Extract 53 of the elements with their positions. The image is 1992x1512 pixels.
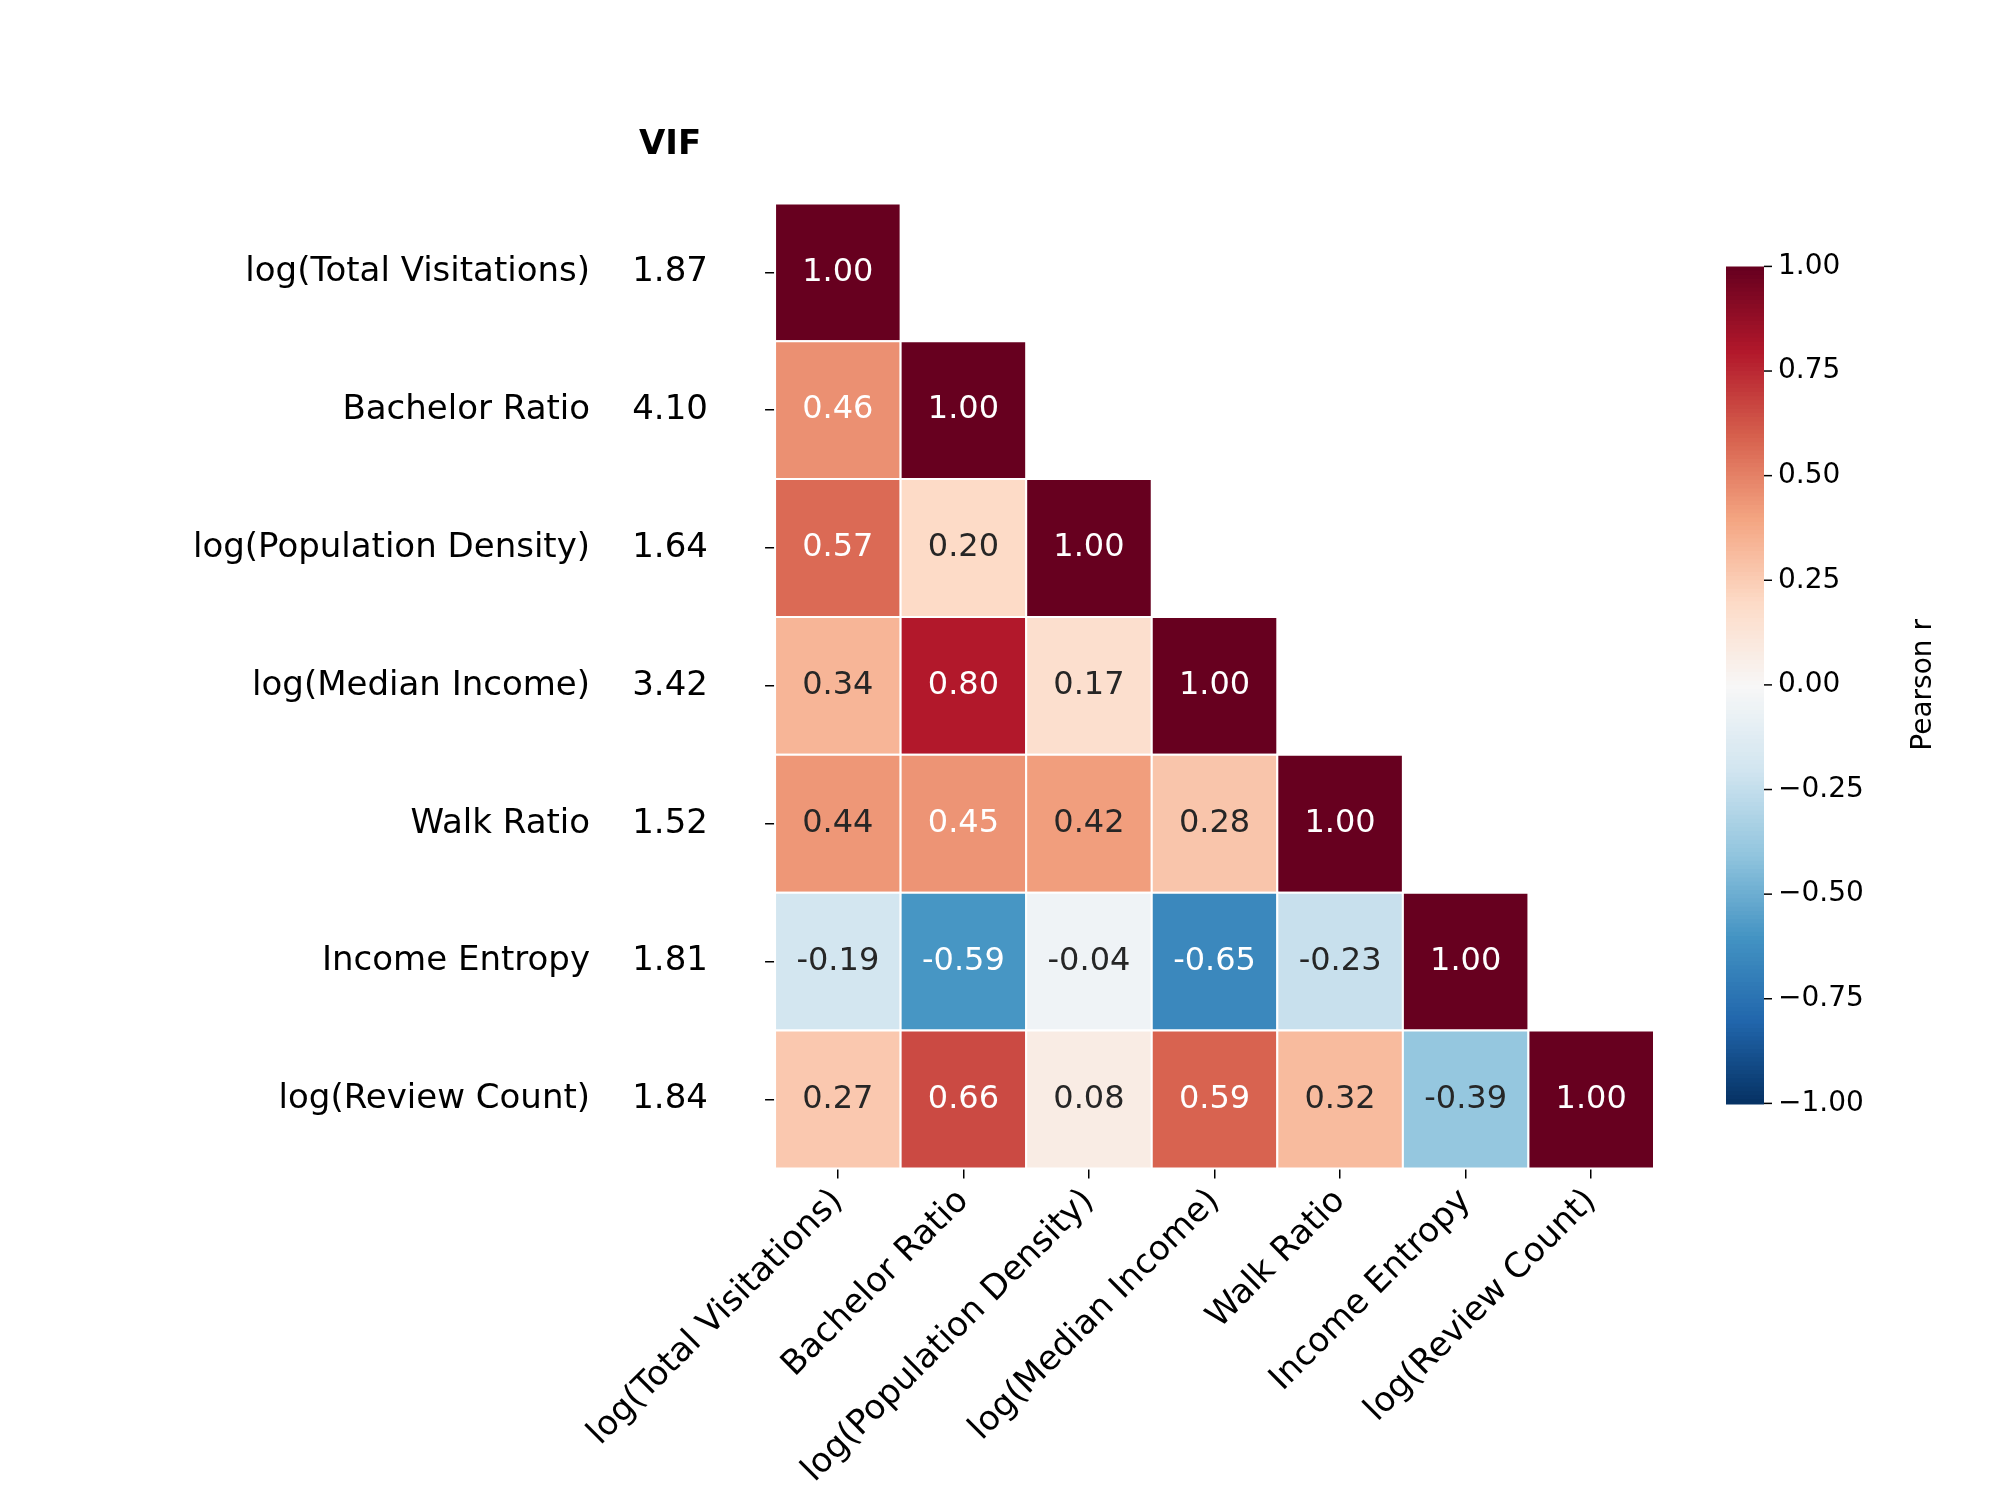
data-label: 1.00 [802, 250, 874, 289]
data-label: -0.65 [1173, 939, 1256, 978]
color-bar-label: 0.50 [1778, 456, 1841, 490]
data-label: 0.66 [927, 1077, 1000, 1116]
data-label: 1.00 [1555, 1077, 1627, 1116]
data-label: -0.23 [1298, 939, 1382, 978]
color-bar-label: −0.75 [1778, 980, 1864, 1014]
data-label: 0.44 [802, 802, 874, 841]
color-bar-title: Pearson r [1905, 618, 1939, 751]
y-tick-label: log(Review Count) [278, 1076, 591, 1117]
data-label: -0.39 [1424, 1077, 1508, 1116]
data-label: -0.59 [922, 939, 1005, 978]
data-label: 0.42 [1053, 802, 1125, 841]
data-label: 0.57 [802, 526, 874, 565]
data-label: 1.00 [1178, 664, 1251, 703]
y-tick-label: Walk Ratio [410, 800, 591, 841]
data-label: 0.34 [802, 664, 874, 703]
color-bar-label: 0.25 [1778, 561, 1841, 595]
y2-tick-label: 1.84 [632, 1076, 708, 1117]
color-bar-label: 1.00 [1778, 247, 1841, 281]
y2-tick-label: 1.81 [632, 938, 708, 979]
y-tick-label: log(Total Visitations) [245, 249, 591, 290]
data-label: 0.32 [1304, 1077, 1376, 1116]
data-label: 0.08 [1053, 1077, 1125, 1116]
data-label: 0.27 [802, 1077, 874, 1116]
color-bar-label: 0.00 [1778, 666, 1841, 700]
data-label: -0.04 [1047, 939, 1131, 978]
data-label: 0.80 [927, 664, 1000, 703]
data-label: 0.46 [802, 388, 874, 427]
data-label: 0.20 [927, 526, 1000, 565]
data-label: 0.45 [927, 802, 1000, 841]
data-label: -0.19 [796, 939, 880, 978]
data-label: 1.00 [1304, 802, 1376, 841]
y-tick-label: log(Median Income) [252, 662, 591, 703]
y2-tick-label: 1.87 [632, 249, 708, 290]
data-label: 1.00 [1430, 939, 1502, 978]
y2-tick-label: 1.64 [632, 524, 708, 565]
y2-tick-label: 3.42 [632, 662, 708, 703]
data-label: 1.00 [927, 388, 1000, 427]
color-bar-label: −1.00 [1778, 1084, 1864, 1118]
y-tick-label: log(Population Density) [193, 524, 591, 565]
data-label: 1.00 [1053, 526, 1125, 565]
y-tick-label: Income Entropy [322, 938, 591, 979]
data-label: 0.59 [1178, 1077, 1251, 1116]
y-tick-label: Bachelor Ratio [342, 387, 591, 428]
data-label: 0.28 [1178, 802, 1251, 841]
text: VIF [638, 122, 702, 163]
y2-tick-label: 1.52 [632, 800, 708, 841]
color-bar-label: −0.25 [1778, 770, 1864, 804]
data-label: 0.17 [1053, 664, 1125, 703]
color-bar-label: −0.50 [1778, 875, 1864, 909]
color-bar-label: 0.75 [1778, 352, 1841, 386]
y2-tick-label: 4.10 [632, 387, 708, 428]
